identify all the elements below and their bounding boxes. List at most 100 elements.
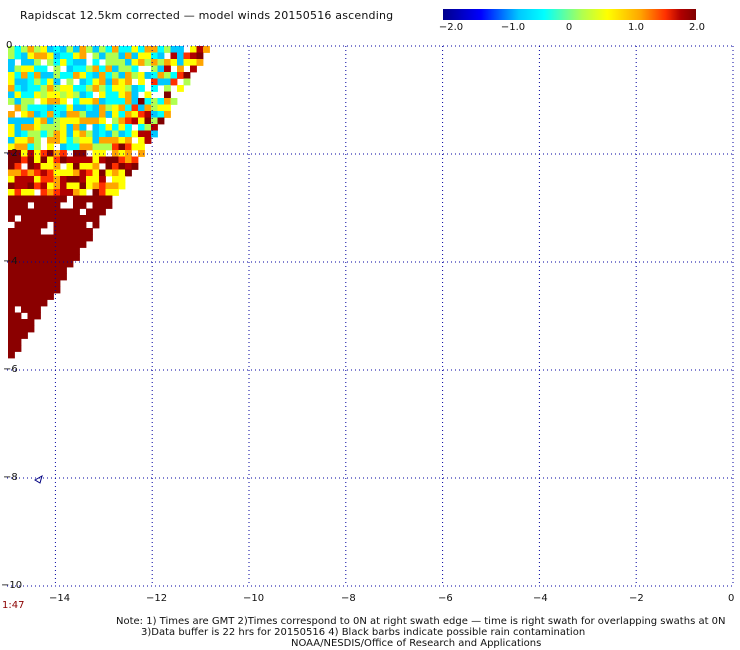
swath-cell — [112, 85, 119, 92]
swath-cell — [60, 221, 67, 229]
swath-cell — [40, 72, 48, 79]
swath-cell — [53, 228, 61, 235]
swath-cell — [112, 98, 119, 105]
swath-cell — [21, 228, 28, 235]
swath-cell — [27, 72, 35, 79]
swath-cell — [118, 52, 126, 60]
swath-cell — [60, 46, 67, 53]
swath-cell — [21, 260, 28, 268]
swath-cell — [79, 46, 87, 53]
swath-cell — [131, 85, 139, 92]
swath-cell — [105, 182, 113, 190]
swath-cell — [14, 72, 22, 79]
swath-cell — [118, 176, 126, 183]
swath-cell — [60, 273, 67, 281]
swath-cell — [34, 163, 41, 170]
swath-cell — [27, 182, 35, 190]
swath-cell — [53, 91, 61, 99]
swath-cell — [40, 260, 48, 268]
swath-cell — [47, 260, 54, 268]
swath-cell — [53, 195, 61, 203]
swath-cell — [40, 65, 48, 73]
swath-cell — [99, 169, 106, 177]
swath-cell — [138, 59, 145, 66]
swath-cell — [27, 260, 35, 268]
swath-cell — [27, 65, 35, 73]
swath-cell — [27, 221, 35, 229]
swath-cell — [8, 91, 15, 99]
swath-cell — [53, 234, 61, 242]
swath-cell — [34, 156, 41, 164]
swath-cell — [53, 215, 61, 222]
swath-cell — [157, 111, 165, 118]
swath-cell — [14, 130, 22, 138]
swath-cell — [40, 111, 48, 118]
swath-cell — [53, 85, 61, 92]
swath-cell — [177, 46, 184, 53]
swath-cell — [66, 208, 74, 216]
swath-cell — [125, 85, 132, 92]
swath-cell — [92, 85, 100, 92]
swath-cell — [73, 98, 80, 105]
swath-cell — [53, 52, 61, 60]
swath-cell — [138, 78, 145, 86]
swath-cell — [73, 130, 80, 138]
swath-cell — [53, 72, 61, 79]
swath-cell — [27, 156, 35, 164]
swath-cell — [66, 234, 74, 242]
swath-cell — [118, 91, 126, 99]
swath-cell — [40, 85, 48, 92]
swath-cell — [14, 156, 22, 164]
swath-cell — [125, 169, 132, 177]
swath-cell — [79, 221, 87, 229]
swath-cells — [8, 46, 210, 359]
swath-cell — [170, 72, 178, 79]
swath-cell — [60, 247, 67, 255]
y-tick-label: −4 — [3, 256, 18, 267]
swath-cell — [14, 104, 22, 112]
swath-cell — [73, 189, 80, 196]
swath-cell — [40, 150, 48, 157]
swath-cell — [14, 345, 22, 352]
swath-cell — [99, 137, 106, 144]
swath-cell — [53, 254, 61, 261]
swath-cell — [47, 156, 54, 164]
swath-cell — [53, 260, 61, 268]
swath-cell — [73, 150, 80, 157]
swath-cell — [131, 52, 139, 60]
swath-cell — [14, 273, 22, 281]
swath-cell — [144, 137, 152, 144]
swath-cell — [8, 72, 15, 79]
swath-cell — [99, 111, 106, 118]
swath-cell — [60, 234, 67, 242]
swath-cell — [8, 124, 15, 131]
swath-cell — [118, 111, 126, 118]
swath-cell — [40, 221, 48, 229]
swath-cell — [47, 273, 54, 281]
swath-cell — [164, 78, 171, 86]
swath-cell — [8, 85, 15, 92]
swath-cell — [27, 325, 35, 333]
swath-cell — [92, 143, 100, 151]
swath-cell — [14, 293, 22, 300]
swath-cell — [112, 124, 119, 131]
swath-cell — [92, 117, 100, 125]
swath-cell — [79, 65, 87, 73]
lat-lon-grid — [7, 45, 734, 587]
swath-cell — [53, 150, 61, 157]
swath-cell — [8, 345, 15, 352]
swath-cell — [73, 228, 80, 235]
swath-cell — [60, 150, 67, 157]
swath-cell — [66, 143, 74, 151]
colorbar-tick-label: −2.0 — [438, 22, 464, 33]
swath-cell — [99, 195, 106, 203]
swath-cell — [27, 273, 35, 281]
swath-cell — [144, 98, 152, 105]
x-tick-label: −12 — [146, 593, 168, 604]
swath-cell — [60, 241, 67, 248]
swath-cell — [47, 280, 54, 287]
swath-cell — [125, 91, 132, 99]
swath-cell — [66, 104, 74, 112]
swath-cell — [66, 91, 74, 99]
swath-cell — [40, 163, 48, 170]
